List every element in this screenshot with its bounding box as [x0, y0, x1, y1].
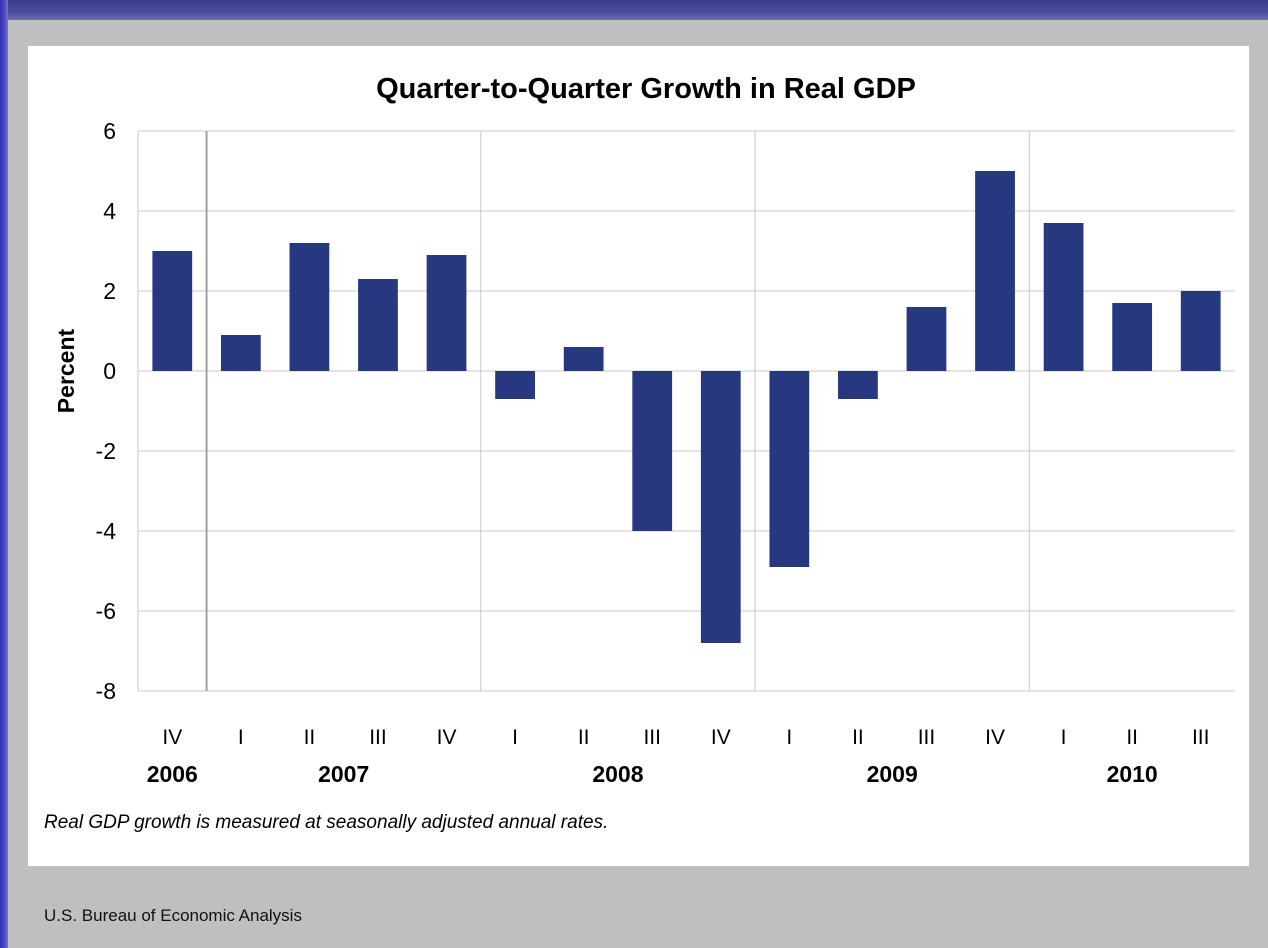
x-tick-label: I — [238, 726, 244, 749]
x-tick-label: I — [512, 726, 518, 749]
chart-panel: Quarter-to-Quarter Growth in Real GDP Pe… — [28, 46, 1249, 866]
chart-footnote: Real GDP growth is measured at seasonall… — [44, 812, 608, 833]
x-tick-label: III — [918, 726, 936, 749]
x-tick-label: II — [852, 726, 864, 749]
year-label: 2010 — [1107, 761, 1158, 787]
chart-title: Quarter-to-Quarter Growth in Real GDP — [376, 73, 916, 105]
y-tick-label: 2 — [103, 278, 116, 304]
x-tick-label: II — [578, 726, 590, 749]
x-tick-label: II — [304, 726, 316, 749]
y-tick-label: -6 — [96, 598, 116, 624]
bar-2 — [289, 243, 330, 371]
year-label: 2007 — [318, 761, 369, 787]
bar-12 — [975, 171, 1015, 371]
bar-10 — [838, 371, 878, 399]
top-decorative-band — [0, 0, 1268, 20]
bar-3 — [358, 279, 398, 371]
bar-13 — [1043, 223, 1084, 371]
bar-9 — [769, 371, 810, 567]
y-tick-label: 0 — [103, 358, 116, 384]
bar-5 — [495, 371, 535, 399]
x-tick-label: I — [786, 726, 792, 749]
bar-6 — [563, 347, 604, 371]
y-tick-label: 4 — [103, 198, 116, 224]
bar-1 — [220, 335, 261, 371]
year-label: 2009 — [867, 761, 918, 787]
gridlines — [137, 130, 1235, 692]
x-tick-label: I — [1061, 726, 1067, 749]
x-tick-labels: IV I II III IV I II III IV I II III IV I II III — [162, 726, 1209, 749]
x-tick-label: III — [1192, 726, 1210, 749]
year-label: 2006 — [147, 761, 198, 787]
gdp-bar-chart: Quarter-to-Quarter Growth in Real GDP Pe… — [44, 73, 1235, 833]
bar-7 — [632, 371, 673, 531]
y-tick-label: -8 — [96, 678, 116, 704]
y-tick-label: -4 — [96, 518, 117, 544]
bar-8 — [700, 371, 741, 643]
source-label: U.S. Bureau of Economic Analysis — [44, 906, 302, 925]
bars — [152, 171, 1221, 643]
x-tick-label: II — [1126, 726, 1138, 749]
bar-15 — [1180, 291, 1221, 371]
bar-0 — [152, 251, 193, 371]
left-decorative-band — [0, 0, 8, 948]
y-tick-label: -2 — [96, 438, 116, 464]
y-tick-labels: 6 4 2 0 -2 -4 -6 -8 — [96, 118, 117, 704]
year-label: 2008 — [592, 761, 643, 787]
x-tick-label: IV — [711, 726, 731, 749]
y-axis-label: Percent — [53, 328, 79, 413]
bar-4 — [426, 255, 467, 371]
year-labels: 2006 2007 2008 2009 2010 — [147, 761, 1158, 787]
bar-14 — [1112, 303, 1153, 371]
x-tick-label: III — [643, 726, 661, 749]
y-tick-label: 6 — [103, 118, 116, 144]
x-tick-label: III — [369, 726, 387, 749]
x-tick-label: IV — [162, 726, 182, 749]
x-tick-label: IV — [985, 726, 1005, 749]
x-tick-label: IV — [437, 726, 457, 749]
bar-11 — [906, 307, 947, 371]
